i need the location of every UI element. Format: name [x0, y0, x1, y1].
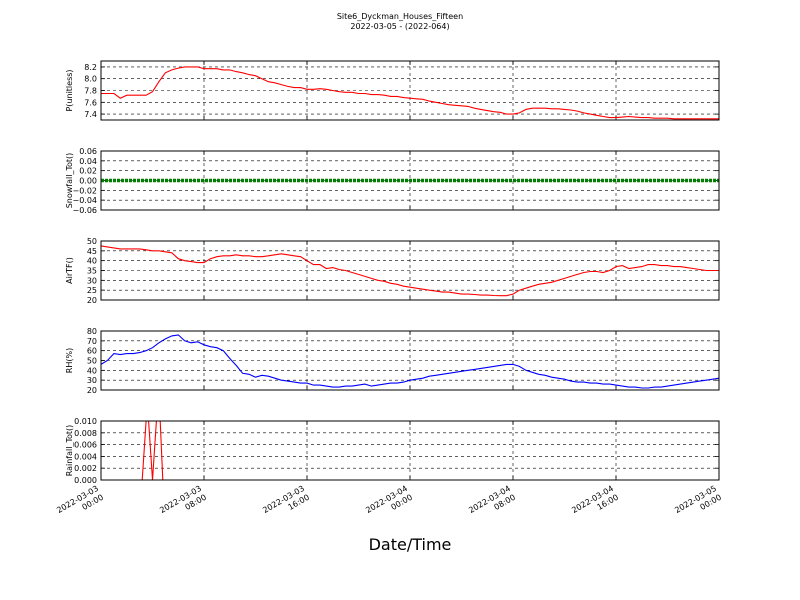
chart-title-line2: 2022-03-05 - (2022-064) — [350, 22, 449, 31]
y-tick-label: 0.006 — [74, 441, 97, 450]
airtf-series-line — [100, 245, 719, 297]
y-tick-label: −0.06 — [72, 206, 97, 215]
x-tick-label: 2022-03-0316:00 — [261, 484, 311, 524]
y-tick-label: 8.0 — [84, 75, 97, 84]
y-tick-label: 40 — [87, 257, 97, 266]
x-tick-label: 2022-03-0500:00 — [673, 484, 723, 524]
y-tick-label: 80 — [87, 327, 97, 336]
pressure-series-line — [101, 66, 719, 120]
rh-series-line — [100, 334, 720, 389]
y-axis-label: Snowfall_Tot() — [65, 153, 74, 209]
y-tick-label: 0.000 — [74, 476, 97, 485]
axes-frame — [100, 330, 720, 391]
y-tick-label: 45 — [87, 247, 97, 256]
x-axis-label: Date/Time — [369, 535, 452, 554]
subplot-pressure: 7.4 7.6 7.8 8.0 8.2 P(unitless) — [65, 60, 720, 121]
y-tick-label: 0.010 — [74, 417, 97, 426]
y-tick-label: 40 — [87, 366, 97, 375]
x-tick-label: 2022-03-0308:00 — [158, 484, 208, 524]
y-tick-label: −0.02 — [72, 186, 97, 195]
y-tick-label: 7.8 — [84, 87, 97, 96]
axes-frame — [100, 60, 720, 121]
y-tick-label: 50 — [87, 357, 97, 366]
y-tick-label: −0.04 — [72, 196, 97, 205]
axes-frame — [100, 240, 720, 301]
x-axis-tick-labels: 2022-03-0300:00 2022-03-0308:00 2022-03-03… — [55, 484, 723, 524]
chart-title-line1: Site6_Dyckman_Houses_Fifteen — [337, 12, 463, 21]
axes-frame — [100, 420, 720, 481]
x-tick-label: 2022-03-0416:00 — [570, 484, 620, 524]
y-axis-label: RH(%) — [65, 348, 74, 373]
x-tick-label: 2022-03-0400:00 — [364, 484, 414, 524]
y-axis-label: AirTF() — [65, 257, 74, 284]
y-tick-label: 30 — [87, 276, 97, 285]
y-tick-label: 8.2 — [84, 63, 97, 72]
y-axis-label: P(unitless) — [65, 69, 74, 111]
axes-frame — [100, 150, 720, 211]
y-tick-label: 20 — [87, 296, 97, 305]
y-tick-label: 35 — [87, 267, 97, 276]
y-tick-label: 0.004 — [74, 452, 97, 461]
y-tick-label: 0.06 — [79, 147, 97, 156]
x-tick-label: 2022-03-0300:00 — [55, 484, 105, 524]
y-tick-label: 60 — [87, 347, 97, 356]
y-tick-label: 30 — [87, 376, 97, 385]
y-tick-label: 0.02 — [79, 167, 97, 176]
y-tick-label: 25 — [87, 286, 97, 295]
subplot-panels: 7.47.67.88.08.2P(unitless)0.060.040.020.… — [65, 60, 720, 485]
y-tick-label: 20 — [87, 386, 97, 395]
y-tick-label: 7.6 — [84, 98, 97, 107]
x-tick-label: 2022-03-0408:00 — [467, 484, 517, 524]
y-axis-label: Rainfall_Tot() — [65, 425, 74, 477]
y-tick-label: 0.002 — [74, 464, 97, 473]
y-tick-label: 7.4 — [84, 110, 97, 119]
subplot-rainfall: 0.010 0.008 0.006 0.004 0.002 0.000Rainfall_T… — [65, 417, 720, 485]
y-tick-label: 0.04 — [79, 157, 97, 166]
y-tick-label: 0.00 — [79, 177, 97, 186]
y-tick-label: 0.008 — [74, 429, 97, 438]
y-tick-label: 70 — [87, 337, 97, 346]
subplot-snowfall: 0.060.040.020.00−0.02−0.04−0.06Snowfall_… — [65, 147, 720, 215]
y-tick-label: 50 — [87, 237, 97, 246]
